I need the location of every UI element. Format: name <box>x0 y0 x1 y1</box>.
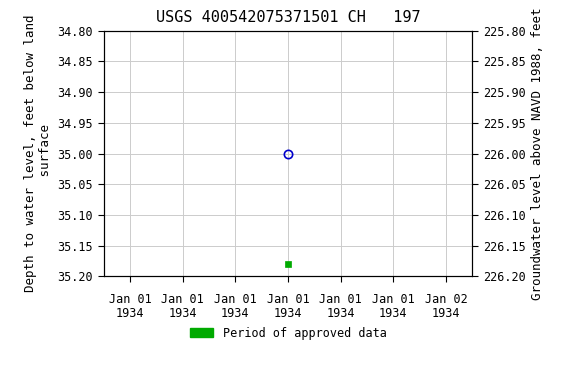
Text: Jan 01: Jan 01 <box>214 293 257 306</box>
Text: 1934: 1934 <box>432 307 460 320</box>
Text: Jan 02: Jan 02 <box>425 293 467 306</box>
Text: Jan 01: Jan 01 <box>267 293 309 306</box>
Y-axis label: Depth to water level, feet below land
 surface: Depth to water level, feet below land su… <box>24 15 52 292</box>
Y-axis label: Groundwater level above NAVD 1988, feet: Groundwater level above NAVD 1988, feet <box>531 7 544 300</box>
Text: 1934: 1934 <box>327 307 355 320</box>
Text: Jan 01: Jan 01 <box>161 293 204 306</box>
Text: 1934: 1934 <box>379 307 408 320</box>
Text: 1934: 1934 <box>116 307 144 320</box>
Legend: Period of approved data: Period of approved data <box>185 322 391 344</box>
Text: 1934: 1934 <box>274 307 302 320</box>
Text: Jan 01: Jan 01 <box>319 293 362 306</box>
Title: USGS 400542075371501 CH   197: USGS 400542075371501 CH 197 <box>156 10 420 25</box>
Text: Jan 01: Jan 01 <box>109 293 151 306</box>
Text: Jan 01: Jan 01 <box>372 293 415 306</box>
Text: 1934: 1934 <box>168 307 197 320</box>
Text: 1934: 1934 <box>221 307 249 320</box>
